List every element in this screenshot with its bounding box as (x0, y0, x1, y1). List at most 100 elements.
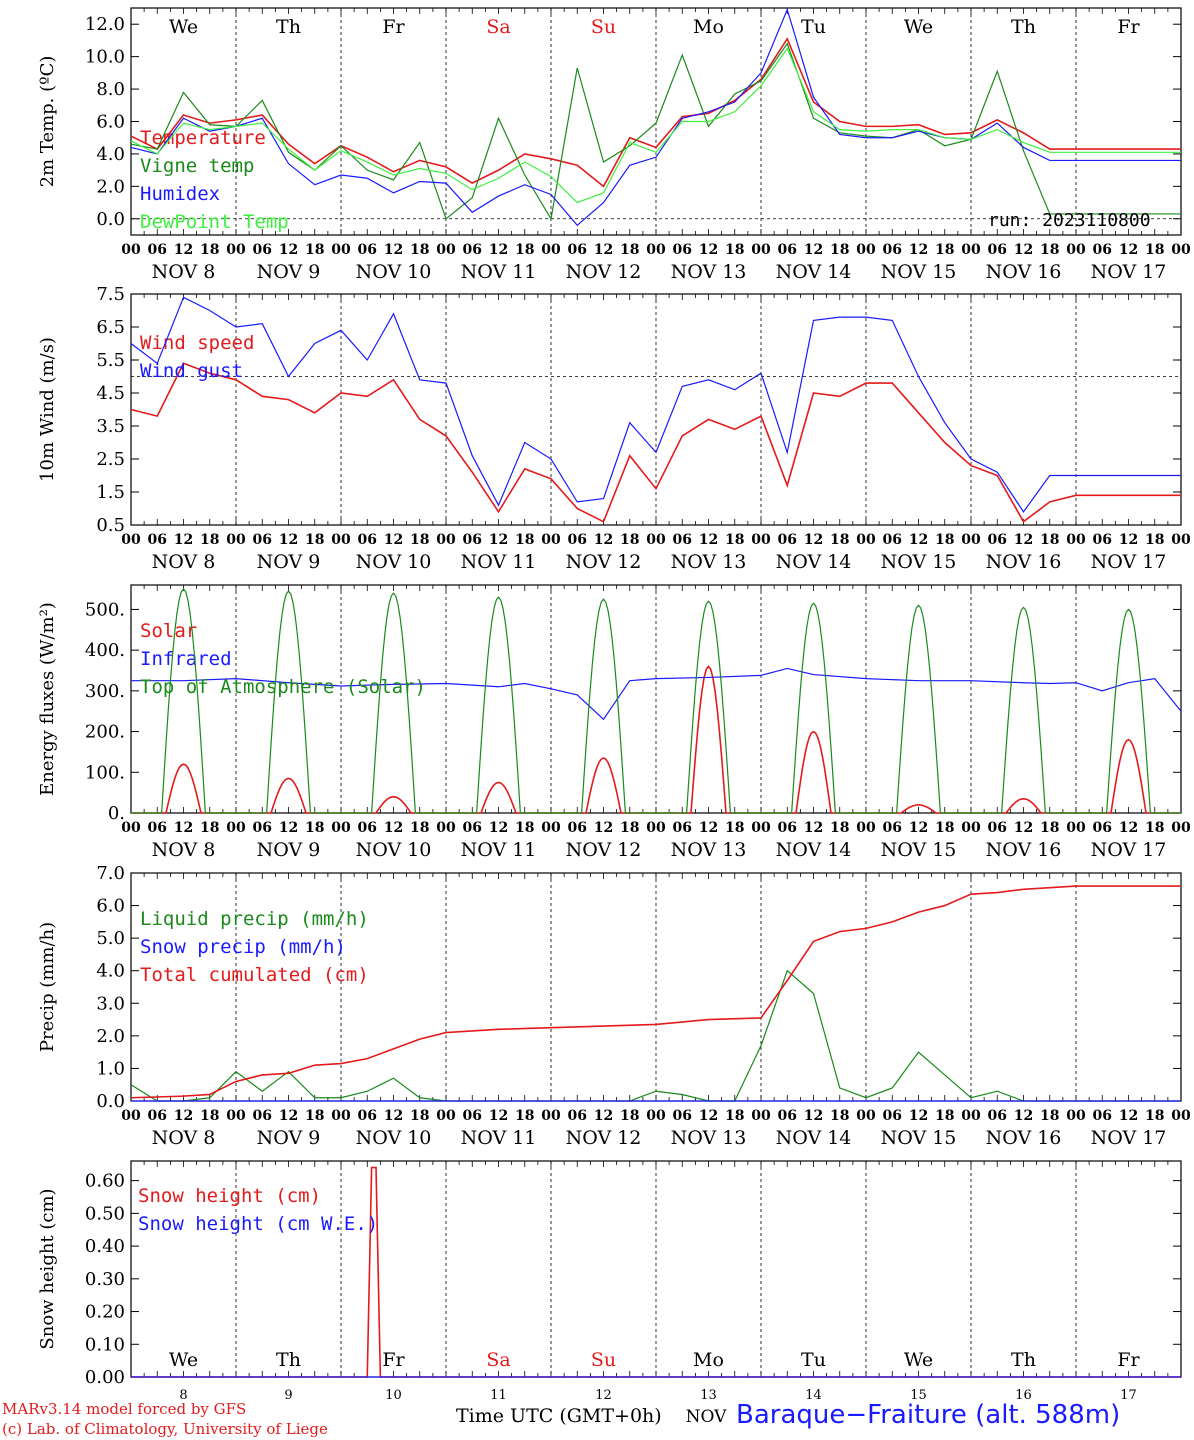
legend-entry: Solar (140, 620, 197, 642)
legend-entry: Total cumulated (cm) (140, 964, 369, 986)
model-credit: MARv3.14 model forced by GFS (2, 1400, 247, 1418)
y-tick-label: 0.00 (85, 1367, 125, 1388)
hour-tick-label: 00 (961, 1108, 981, 1124)
series-line-top-of-atmosphere-solar (131, 588, 1181, 814)
weekday-label: Fr (1117, 16, 1140, 38)
panel-2: 0.5 1.5 2.5 3.5 4.5 5.5 6.5 7.5 10m Wind (m/s) 00… (37, 284, 1191, 573)
legend-entry: Wind speed (140, 332, 254, 354)
legend-entry: Humidex (140, 183, 220, 205)
hour-tick-label: 00 (226, 532, 246, 548)
date-label: NOV 8 (152, 261, 216, 283)
hour-tick-label: 18 (620, 242, 639, 258)
hour-tick-label: 06 (148, 1108, 167, 1124)
y-tick-label: 0.10 (85, 1334, 125, 1355)
hour-tick-label: 00 (121, 242, 141, 258)
y-tick-label: 500. (85, 599, 125, 620)
hour-tick-label: 18 (200, 820, 219, 836)
series-line-humidex (130, 7, 1181, 227)
hour-tick-label: 00 (226, 242, 246, 258)
hour-tick-label: 06 (463, 1108, 482, 1124)
date-label: NOV 12 (566, 839, 642, 861)
y-tick-label: 5.5 (96, 350, 125, 371)
hour-tick-label: 18 (725, 532, 744, 548)
date-label: NOV 17 (1091, 261, 1167, 283)
hour-tick-label: 06 (883, 242, 902, 258)
y-tick-label: 1.5 (96, 482, 125, 503)
hour-tick-label: 00 (1066, 242, 1086, 258)
y-axis-label: Snow height (cm) (37, 1188, 58, 1349)
hour-tick-label: 12 (279, 820, 298, 836)
y-tick-label: 6.5 (96, 317, 125, 338)
y-tick-label: 0.5 (96, 515, 125, 536)
hour-tick-label: 18 (410, 820, 429, 836)
date-label: NOV 11 (461, 839, 537, 861)
hour-tick-label: 18 (1145, 820, 1164, 836)
date-label: NOV 9 (257, 551, 321, 573)
hour-tick-label: 18 (515, 820, 534, 836)
hour-tick-label: 00 (1171, 532, 1191, 548)
hour-tick-label: 12 (699, 820, 718, 836)
hour-tick-label: 18 (1040, 820, 1059, 836)
panel-5: 0.00 0.10 0.20 0.30 0.40 0.50 0.60 Snow height … (37, 1160, 1182, 1427)
date-label: NOV 9 (257, 261, 321, 283)
date-label: NOV 14 (776, 261, 852, 283)
hour-tick-label: 18 (410, 1108, 429, 1124)
day-number-label: 12 (595, 1388, 612, 1403)
hour-tick-label: 06 (988, 1108, 1007, 1124)
y-tick-label: 7.5 (96, 284, 125, 305)
hour-tick-label: 00 (541, 1108, 561, 1124)
hour-tick-label: 18 (305, 242, 324, 258)
weekday-label: We (904, 1349, 933, 1371)
y-tick-label: 100. (85, 762, 125, 783)
hour-tick-label: 00 (856, 820, 876, 836)
y-tick-label: 7.0 (96, 863, 125, 884)
hour-tick-label: 12 (804, 242, 823, 258)
hour-tick-label: 06 (883, 820, 902, 836)
y-axis-label: 10m Wind (m/s) (37, 337, 58, 482)
date-label: NOV 12 (566, 261, 642, 283)
hour-tick-label: 12 (594, 1108, 613, 1124)
hour-tick-label: 12 (804, 1108, 823, 1124)
y-tick-label: 0. (108, 803, 125, 824)
date-label: NOV 9 (257, 839, 321, 861)
series-line-temperature (130, 37, 1181, 188)
series-line-infrared (131, 667, 1182, 721)
hour-tick-label: 18 (200, 242, 219, 258)
weekday-label: We (169, 1349, 198, 1371)
date-label: NOV 14 (776, 551, 852, 573)
weekday-label: Sa (486, 16, 510, 38)
hour-tick-label: 00 (436, 242, 456, 258)
weekday-label: We (904, 16, 933, 38)
day-number-label: 15 (910, 1388, 927, 1403)
hour-tick-label: 00 (331, 242, 351, 258)
legend-entry: Snow height (cm W.E.) (138, 1213, 378, 1235)
hour-tick-label: 18 (1040, 242, 1059, 258)
weekday-label: Th (276, 16, 301, 38)
day-number-label: 16 (1015, 1388, 1032, 1403)
y-tick-label: 0.40 (85, 1236, 125, 1257)
date-label: NOV 8 (152, 1127, 216, 1149)
date-label: NOV 9 (257, 1127, 321, 1149)
y-tick-label: 3.0 (96, 993, 125, 1014)
hour-tick-label: 00 (331, 532, 351, 548)
hour-tick-label: 12 (804, 532, 823, 548)
legend-entry: DewPoint Temp (140, 211, 289, 233)
y-axis-label: Energy fluxes (W/m²) (37, 602, 58, 796)
day-number-label: 17 (1120, 1388, 1137, 1403)
hour-tick-label: 06 (1093, 242, 1112, 258)
y-tick-label: 0.0 (96, 1091, 125, 1112)
hour-tick-label: 06 (148, 820, 167, 836)
y-tick-label: 4.0 (96, 961, 125, 982)
hour-tick-label: 06 (778, 242, 797, 258)
hour-tick-label: 12 (699, 1108, 718, 1124)
date-label: NOV 13 (671, 1127, 747, 1149)
hour-tick-label: 00 (646, 532, 666, 548)
hour-tick-label: 06 (253, 532, 272, 548)
panel-3: 0. 100. 200. 300. 400. 500. Energy fluxes (W/m… (37, 584, 1191, 861)
hour-tick-label: 12 (489, 532, 508, 548)
hour-tick-label: 06 (673, 532, 692, 548)
hour-tick-label: 12 (594, 820, 613, 836)
y-tick-label: 3.5 (96, 416, 125, 437)
hour-tick-label: 00 (121, 532, 141, 548)
hour-tick-label: 06 (568, 1108, 587, 1124)
